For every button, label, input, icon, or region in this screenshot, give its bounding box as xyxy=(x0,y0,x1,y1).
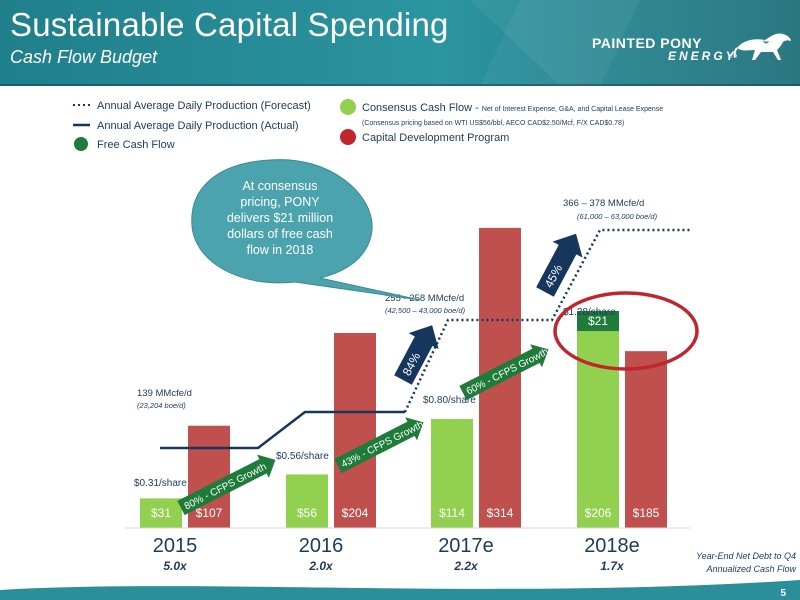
footer-note-line-2: Annualized Cash Flow xyxy=(705,564,796,574)
legend-forecast: Annual Average Daily Production (Forecas… xyxy=(97,100,311,112)
cfps-2018: $1.28/share xyxy=(563,307,616,318)
ratio-label-2017e: 2.2x xyxy=(453,559,479,573)
footer-note-line-1: Year-End Net Debt to Q4 xyxy=(696,551,796,561)
label-consensus-cash-flow-2015: $31 xyxy=(151,506,171,520)
cfps-2016: $0.56/share xyxy=(276,451,329,462)
bar-consensus-cash-flow-2018e xyxy=(577,331,619,528)
legend-consensus: Consensus Cash Flow - Net of Interest Ex… xyxy=(362,102,663,114)
ratio-label-2015: 5.0x xyxy=(163,559,188,573)
category-label-2015: 2015 xyxy=(153,535,198,557)
label-consensus-cash-flow-2016: $56 xyxy=(297,506,317,520)
logo-ltd: LTD xyxy=(728,54,738,60)
category-label-2016: 2016 xyxy=(299,535,344,557)
horse-logo-icon xyxy=(733,33,791,60)
page-subtitle: Cash Flow Budget xyxy=(10,47,158,67)
legend-actual: Annual Average Daily Production (Actual) xyxy=(97,120,299,132)
callout-line-3: delivers $21 million xyxy=(227,211,333,225)
logo-text: PAINTED PONY xyxy=(592,35,702,51)
bar-consensus-cash-flow-2017e xyxy=(431,419,473,528)
cfps-2015: $0.31/share xyxy=(134,478,187,489)
label-consensus-cash-flow-2018e: $206 xyxy=(585,506,612,520)
production-growth-arrow-1: 84% xyxy=(394,325,439,385)
footer-band xyxy=(0,580,800,600)
category-label-2018e: 2018e xyxy=(584,535,640,557)
production-sub-2017: (42,500 – 43,000 boe/d) xyxy=(385,306,466,315)
legend-consensus-note: (Consensus pricing based on WTI US$56/bb… xyxy=(362,120,624,127)
bars-layer: $31 $107 2015 5.0x $56 $204 2016 2.0x $114 $314 20… xyxy=(140,227,667,573)
page-number: 5 xyxy=(780,588,786,599)
label-consensus-cash-flow-2017e: $114 xyxy=(439,506,465,520)
bar-consensus-cash-flow-2015 xyxy=(140,498,182,528)
legend-consensus-swatch xyxy=(340,99,356,115)
production-actual-line xyxy=(160,410,405,450)
production-sub-2015: (23,204 boe/d) xyxy=(137,401,186,410)
production-label-2017: 255 - 258 MMcfe/d xyxy=(385,293,464,304)
callout-line-5: flow in 2018 xyxy=(247,243,314,257)
ratio-label-2018e: 1.7x xyxy=(600,559,625,573)
bar-capital-program-2015 xyxy=(188,425,230,528)
legend-capex-swatch xyxy=(340,129,356,145)
legend-fcf: Free Cash Flow xyxy=(97,139,175,151)
label-free-cash-flow-2018e: $21 xyxy=(588,314,608,328)
callout-line-2: pricing, PONY xyxy=(240,195,320,209)
production-label-2018: 366 – 378 MMcfe/d xyxy=(563,198,644,209)
bar-free-cash-flow-2018e xyxy=(577,311,619,332)
category-label-2017e: 2017e xyxy=(438,535,494,557)
bar-capital-program-2016 xyxy=(334,333,376,528)
production-growth-arrow-2: 45% xyxy=(536,233,583,297)
bar-consensus-cash-flow-2016 xyxy=(286,474,328,528)
legend-capex: Capital Development Program xyxy=(362,132,509,144)
callout-line-1: At consensus xyxy=(242,179,317,193)
label-capital-program-2015: $107 xyxy=(196,506,223,520)
ratio-label-2016: 2.0x xyxy=(308,559,334,573)
highlight-circle xyxy=(553,291,699,371)
callout-line-4: dollars of free cash xyxy=(227,227,333,241)
production-sub-2018: (61,000 – 63,000 boe/d) xyxy=(577,212,658,221)
cfps-2017: $0.80/share xyxy=(423,395,476,406)
legend-fcf-swatch xyxy=(74,137,88,151)
label-capital-program-2016: $204 xyxy=(342,506,369,520)
logo-text-energy: ENERGY xyxy=(668,49,737,63)
callout-bubble xyxy=(191,159,421,301)
bar-capital-program-2018e xyxy=(625,351,667,528)
production-forecast-line xyxy=(403,228,690,413)
label-capital-program-2018e: $185 xyxy=(633,506,660,520)
label-capital-program-2017e: $314 xyxy=(487,506,514,520)
production-label-2015: 139 MMcfe/d xyxy=(137,388,192,399)
page-title: Sustainable Capital Spending xyxy=(10,6,449,43)
header-band xyxy=(0,0,800,86)
